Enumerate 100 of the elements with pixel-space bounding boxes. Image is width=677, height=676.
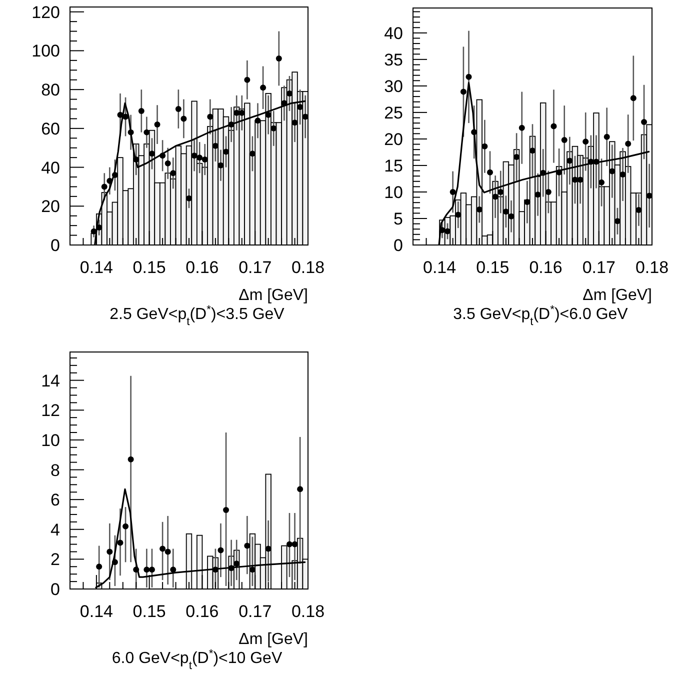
- y-tick-label: 15: [384, 156, 403, 176]
- point: [164, 548, 171, 555]
- point: [196, 154, 203, 161]
- y-tick-label: 10: [384, 182, 403, 202]
- point: [223, 507, 230, 513]
- x-tick-label: 0.17: [238, 602, 272, 621]
- y-tick-label: 20: [384, 130, 403, 149]
- point: [249, 566, 256, 573]
- point: [514, 154, 520, 160]
- point: [148, 566, 155, 573]
- y-tick-label: 12: [41, 401, 60, 420]
- point: [128, 456, 134, 462]
- point: [444, 228, 451, 234]
- x-tick-label: 0.14: [80, 602, 113, 621]
- x-axis-title: Δm [GeV]: [238, 287, 308, 304]
- text: 2.5 GeV<p$_{t}$(D$^{*}$)<3.5 GeV: [110, 304, 285, 328]
- point: [502, 208, 509, 215]
- point: [212, 142, 218, 149]
- point: [625, 140, 632, 147]
- point: [191, 152, 198, 159]
- x-tick-label: 0.14: [423, 258, 456, 277]
- y-tick-label: 6: [50, 490, 60, 510]
- point: [244, 542, 250, 549]
- y-tick-label: 30: [384, 76, 403, 96]
- point: [636, 207, 642, 213]
- point: [175, 106, 182, 112]
- y-tick-label: 40: [384, 24, 403, 43]
- point: [598, 179, 605, 186]
- point: [530, 148, 536, 154]
- y-tick-label: 40: [41, 158, 60, 178]
- point: [270, 125, 277, 132]
- y-tick-label: 35: [384, 50, 403, 70]
- point: [609, 168, 616, 174]
- y-tick-label: 0: [50, 236, 60, 255]
- point: [534, 192, 541, 198]
- point: [641, 119, 648, 125]
- point: [154, 122, 160, 128]
- x-tick-label: 0.17: [238, 258, 272, 277]
- x-tick-label: 0.15: [132, 258, 166, 277]
- point: [160, 546, 166, 552]
- point: [148, 150, 155, 157]
- point: [455, 212, 462, 218]
- point: [276, 55, 282, 62]
- point: [524, 199, 530, 206]
- x-tick-label: 0.16: [529, 258, 562, 277]
- x-axis-title: Δm [GeV]: [582, 287, 652, 304]
- y-tick-label: 0: [50, 580, 60, 599]
- x-tick-label: 0.18: [291, 258, 325, 277]
- point: [620, 171, 626, 178]
- point: [170, 170, 176, 176]
- point: [122, 523, 129, 530]
- x-tick-label: 0.15: [132, 602, 166, 621]
- point: [292, 120, 298, 126]
- point: [218, 547, 224, 554]
- point: [614, 218, 620, 224]
- point: [487, 169, 494, 176]
- point: [96, 564, 102, 570]
- point: [292, 541, 298, 548]
- point: [223, 148, 230, 155]
- point: [254, 118, 261, 124]
- point: [207, 114, 214, 120]
- point: [297, 486, 304, 492]
- point: [186, 195, 192, 202]
- point: [286, 541, 292, 548]
- point: [466, 74, 472, 80]
- point: [545, 188, 552, 195]
- y-tick-label: 14: [41, 371, 60, 390]
- point: [265, 112, 272, 118]
- point: [482, 143, 488, 150]
- point: [498, 188, 504, 195]
- y-tick-label: 5: [394, 209, 403, 228]
- point: [144, 566, 150, 573]
- y-tick-label: 80: [41, 80, 60, 100]
- y-tick-label: 8: [50, 460, 60, 480]
- y-tick-label: 4: [50, 520, 60, 540]
- point: [566, 158, 573, 164]
- point: [604, 134, 610, 140]
- point: [106, 548, 113, 555]
- y-tick-label: 2: [50, 550, 60, 570]
- x-tick-label: 0.16: [186, 602, 219, 621]
- y-tick-label: 20: [41, 197, 60, 216]
- point: [164, 160, 171, 166]
- point: [170, 566, 176, 573]
- point: [518, 124, 525, 131]
- point: [265, 546, 272, 552]
- point: [202, 156, 208, 163]
- point: [144, 129, 150, 136]
- point: [492, 194, 498, 200]
- point: [508, 213, 514, 220]
- y-tick-label: 120: [32, 2, 60, 22]
- x-tick-label: 0.17: [582, 258, 616, 277]
- x-tick-label: 0.16: [186, 258, 219, 277]
- point: [117, 540, 124, 546]
- point: [582, 138, 589, 145]
- point: [297, 104, 304, 110]
- y-tick-label: 25: [384, 103, 403, 122]
- x-tick-label: 0.18: [635, 258, 669, 277]
- point: [180, 116, 187, 122]
- y-tick-label: 100: [32, 42, 60, 61]
- point: [101, 184, 108, 190]
